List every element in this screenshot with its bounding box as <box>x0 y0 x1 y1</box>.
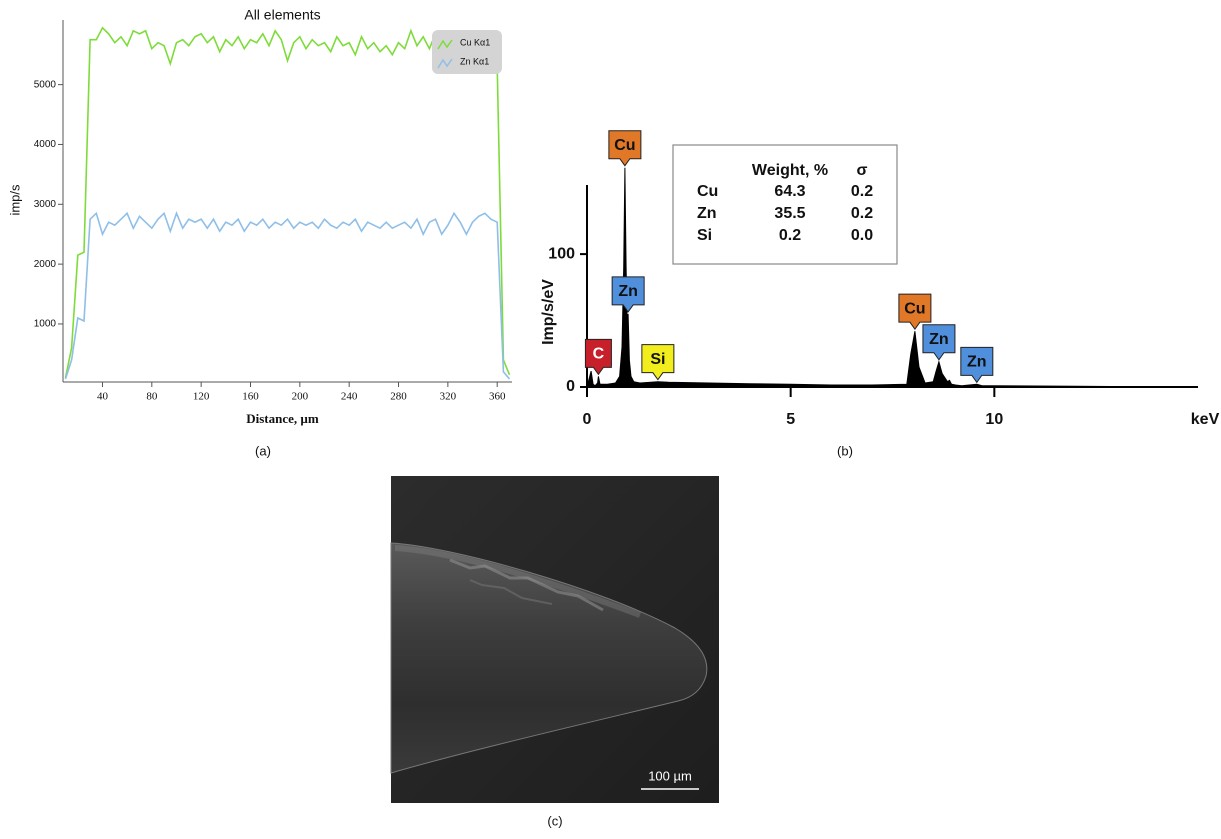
table-cell: Cu <box>697 183 718 200</box>
x-axis-label: keV <box>1191 411 1220 428</box>
y-axis-label: Imp/s/eV <box>540 279 557 345</box>
series-line <box>66 213 510 379</box>
y-tick-label: 1000 <box>34 319 57 330</box>
table-cell: 0.2 <box>779 227 801 244</box>
panel-caption: (b) <box>837 443 853 458</box>
peak-label: Cu <box>614 137 635 154</box>
y-tick-label: 3000 <box>34 199 57 210</box>
x-tick-label: 240 <box>341 391 358 403</box>
peak-label: Si <box>650 351 665 368</box>
x-tick-label: 160 <box>242 391 259 403</box>
y-tick-label: 2000 <box>34 259 57 270</box>
table-cell: 64.3 <box>774 183 805 200</box>
chart-title: All elements <box>244 7 320 23</box>
panel-caption: (a) <box>255 443 271 458</box>
peak-label: C <box>593 346 605 363</box>
figure: 100 µm (c) All elements imp/s Distance, µm… <box>0 0 1221 834</box>
x-tick-label: 280 <box>390 391 407 403</box>
table-cell: 35.5 <box>774 205 805 222</box>
table-header: σ <box>857 162 868 179</box>
table-cell: 0.2 <box>851 205 873 222</box>
x-tick-label: 320 <box>440 391 457 403</box>
table-cell: 0.2 <box>851 183 873 200</box>
scale-bar-label: 100 µm <box>648 768 692 783</box>
panel-caption: (c) <box>547 813 562 828</box>
y-tick-label: 0 <box>566 378 575 395</box>
y-axis-label: imp/s <box>7 184 22 216</box>
x-tick-label: 40 <box>97 391 109 403</box>
x-tick-label: 200 <box>292 391 309 403</box>
peak-label: Zn <box>967 354 987 371</box>
sem-image: 100 µm <box>391 476 719 803</box>
legend-label: Cu Kα1 <box>460 37 490 47</box>
table-header: Weight, % <box>752 162 828 179</box>
x-axis-label: Distance, µm <box>246 411 319 426</box>
x-tick-label: 360 <box>489 391 506 403</box>
y-tick-label: 5000 <box>34 79 57 90</box>
peak-label: Zn <box>929 331 949 348</box>
x-tick-label: 80 <box>146 391 158 403</box>
y-tick-label: 4000 <box>34 139 57 150</box>
x-tick-label: 10 <box>985 411 1003 428</box>
x-tick-label: 5 <box>786 411 795 428</box>
x-tick-label: 120 <box>193 391 210 403</box>
series-line <box>66 28 510 378</box>
legend-label: Zn Kα1 <box>460 56 489 66</box>
table-cell: 0.0 <box>851 227 873 244</box>
table-cell: Si <box>697 227 712 244</box>
peak-label: Cu <box>904 300 925 317</box>
y-tick-label: 100 <box>548 245 575 262</box>
peak-label: Zn <box>618 283 638 300</box>
x-tick-label: 0 <box>583 411 592 428</box>
table-cell: Zn <box>697 205 717 222</box>
